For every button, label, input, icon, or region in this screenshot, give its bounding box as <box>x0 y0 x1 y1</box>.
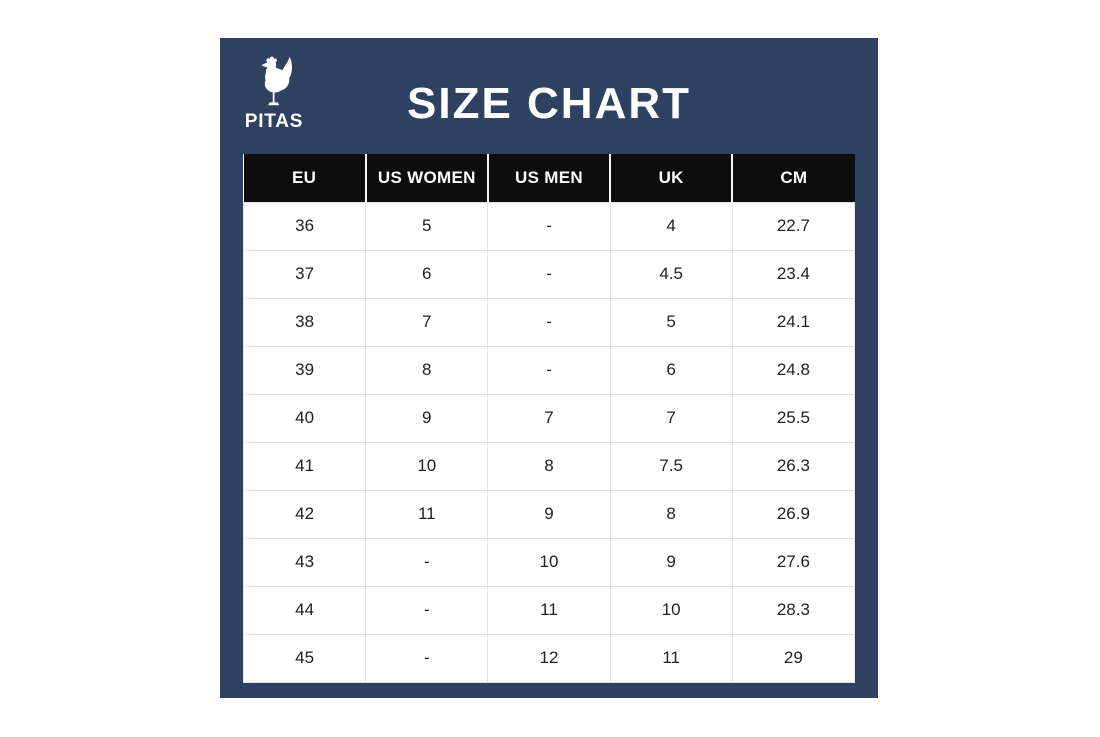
table-cell: - <box>365 585 489 635</box>
table-cell: 45 <box>242 633 367 683</box>
table-cell: 10 <box>365 441 489 491</box>
table-cell: 24.8 <box>731 345 856 395</box>
table-cell: 28.3 <box>731 585 856 635</box>
table-row: 44-11 10 28.3 <box>242 585 856 635</box>
table-row: 45-12 11 29 <box>242 633 856 683</box>
table-cell: 4.5 <box>609 249 733 299</box>
table-cell: - <box>487 345 611 395</box>
header-row: EU US WOMEN US MEN UK CM <box>243 154 855 202</box>
table-cell: 24.1 <box>731 297 856 347</box>
table-cell: 8 <box>365 345 489 395</box>
table-cell: 12 <box>487 633 611 683</box>
table-cell: - <box>487 201 611 251</box>
table-cell: 37 <box>242 249 367 299</box>
table-cell: 26.3 <box>731 441 856 491</box>
table-cell: 7 <box>365 297 489 347</box>
table-row: 36 5-4 22.7 <box>242 201 856 251</box>
table-row: 39 8-6 24.8 <box>242 345 856 395</box>
table-cell: 6 <box>365 249 489 299</box>
table-cell: - <box>487 297 611 347</box>
size-table: EU US WOMEN US MEN UK CM 36 5-4 22.7 37 6-4.5 23.… <box>242 154 856 683</box>
table-cell: - <box>365 633 489 683</box>
table-row: 43-10 9 27.6 <box>242 537 856 587</box>
table-cell: 43 <box>242 537 367 587</box>
table-cell: 39 <box>242 345 367 395</box>
table-row: 37 6-4.5 23.4 <box>242 249 856 299</box>
table-cell: 38 <box>242 297 367 347</box>
table-cell: 22.7 <box>731 201 856 251</box>
column-header-eu: EU <box>243 154 366 202</box>
table-row: 38 7-5 24.1 <box>242 297 856 347</box>
table-cell: 11 <box>609 633 733 683</box>
table-row: 42 11 9 8 26.9 <box>242 489 856 539</box>
table-cell: 41 <box>242 441 367 491</box>
column-header-uk: UK <box>609 154 733 202</box>
column-header-cm: CM <box>731 154 855 202</box>
table-cell: 11 <box>487 585 611 635</box>
rooster-icon <box>261 56 293 106</box>
table-cell: 25.5 <box>731 393 856 443</box>
table-cell: 23.4 <box>731 249 856 299</box>
table-cell: 42 <box>242 489 367 539</box>
panel-header: PITAS SIZE CHART <box>220 38 878 154</box>
table-cell: 8 <box>487 441 611 491</box>
table-cell: 10 <box>487 537 611 587</box>
table-cell: - <box>365 537 489 587</box>
table-cell: 27.6 <box>731 537 856 587</box>
table-cell: 9 <box>365 393 489 443</box>
table-cell: 4 <box>609 201 733 251</box>
table-row: 40 9 7 7 25.5 <box>242 393 856 443</box>
table-cell: 5 <box>609 297 733 347</box>
table-cell: 9 <box>487 489 611 539</box>
table-cell: 9 <box>609 537 733 587</box>
table-cell: 40 <box>242 393 367 443</box>
table-cell: 7 <box>487 393 611 443</box>
size-table-body: 36 5-4 22.7 37 6-4.5 23.4 38 7-5 24.1 39 8-6 24.8 40… <box>242 201 856 683</box>
table-cell: 7 <box>609 393 733 443</box>
table-cell: 11 <box>365 489 489 539</box>
table-cell: 44 <box>242 585 367 635</box>
column-header-us-women: US WOMEN <box>364 154 488 202</box>
table-cell: 8 <box>609 489 733 539</box>
table-cell: 36 <box>242 201 367 251</box>
table-row: 41 10 8 7.5 26.3 <box>242 441 856 491</box>
size-chart-panel: PITAS SIZE CHART EU US WOMEN US MEN UK CM 36… <box>220 38 878 698</box>
column-header-us-men: US MEN <box>486 154 611 202</box>
table-cell: 7.5 <box>609 441 733 491</box>
table-cell: 10 <box>609 585 733 635</box>
table-cell: - <box>487 249 611 299</box>
page-title: SIZE CHART <box>407 79 691 128</box>
table-cell: 5 <box>365 201 489 251</box>
brand-logo: PITAS <box>242 56 306 133</box>
brand-name: PITAS <box>244 111 304 132</box>
table-cell: 26.9 <box>731 489 856 539</box>
table-cell: 29 <box>731 633 856 683</box>
size-table-header: EU US WOMEN US MEN UK CM <box>243 154 855 202</box>
table-cell: 6 <box>609 345 733 395</box>
